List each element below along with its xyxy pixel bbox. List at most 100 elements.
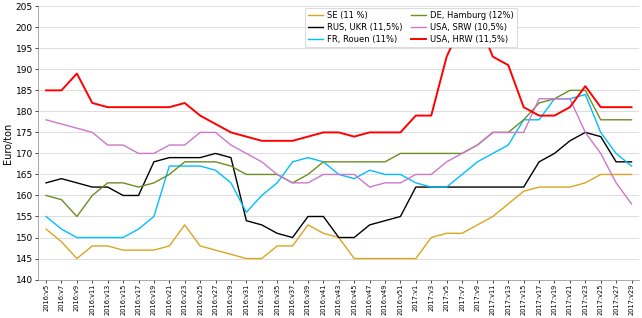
USA, HRW (11,5%) — [196, 114, 204, 117]
FR, Rouen (11%) — [520, 118, 528, 122]
USA, HRW (11,5%) — [458, 21, 466, 25]
USA, SRW (10,5%) — [351, 173, 358, 176]
Line: USA, SRW (10,5%): USA, SRW (10,5%) — [46, 99, 632, 204]
USA, HRW (11,5%) — [628, 105, 636, 109]
USA, SRW (10,5%) — [304, 181, 312, 185]
FR, Rouen (11%) — [196, 164, 204, 168]
DE, Hamburg (12%) — [89, 194, 96, 197]
SE (11 %) — [227, 252, 235, 256]
RUS, UKR (11,5%) — [412, 185, 420, 189]
DE, Hamburg (12%) — [520, 118, 528, 122]
RUS, UKR (11,5%) — [212, 151, 220, 155]
FR, Rouen (11%) — [428, 185, 435, 189]
DE, Hamburg (12%) — [505, 130, 512, 134]
SE (11 %) — [489, 215, 497, 218]
SE (11 %) — [289, 244, 297, 248]
RUS, UKR (11,5%) — [227, 156, 235, 160]
USA, HRW (11,5%) — [243, 135, 250, 139]
DE, Hamburg (12%) — [474, 143, 482, 147]
USA, HRW (11,5%) — [612, 105, 620, 109]
SE (11 %) — [304, 223, 312, 227]
RUS, UKR (11,5%) — [196, 156, 204, 160]
RUS, UKR (11,5%) — [243, 219, 250, 223]
Line: USA, HRW (11,5%): USA, HRW (11,5%) — [46, 19, 632, 141]
USA, SRW (10,5%) — [150, 151, 158, 155]
SE (11 %) — [119, 248, 127, 252]
FR, Rouen (11%) — [381, 173, 389, 176]
SE (11 %) — [366, 257, 374, 260]
USA, SRW (10,5%) — [520, 130, 528, 134]
USA, HRW (11,5%) — [397, 130, 404, 134]
USA, HRW (11,5%) — [443, 55, 451, 59]
USA, SRW (10,5%) — [320, 173, 327, 176]
USA, HRW (11,5%) — [73, 72, 81, 75]
USA, SRW (10,5%) — [582, 130, 589, 134]
DE, Hamburg (12%) — [150, 181, 158, 185]
SE (11 %) — [397, 257, 404, 260]
DE, Hamburg (12%) — [628, 118, 636, 122]
FR, Rouen (11%) — [397, 173, 404, 176]
DE, Hamburg (12%) — [366, 160, 374, 164]
RUS, UKR (11,5%) — [335, 236, 343, 239]
FR, Rouen (11%) — [443, 185, 451, 189]
Line: SE (11 %): SE (11 %) — [46, 175, 632, 259]
SE (11 %) — [150, 248, 158, 252]
FR, Rouen (11%) — [551, 97, 559, 101]
RUS, UKR (11,5%) — [351, 236, 358, 239]
Y-axis label: Euro/ton: Euro/ton — [3, 122, 13, 163]
USA, HRW (11,5%) — [335, 130, 343, 134]
USA, SRW (10,5%) — [58, 122, 65, 126]
DE, Hamburg (12%) — [535, 101, 543, 105]
USA, HRW (11,5%) — [597, 105, 605, 109]
SE (11 %) — [535, 185, 543, 189]
DE, Hamburg (12%) — [212, 160, 220, 164]
FR, Rouen (11%) — [505, 143, 512, 147]
FR, Rouen (11%) — [612, 151, 620, 155]
USA, SRW (10,5%) — [412, 173, 420, 176]
USA, SRW (10,5%) — [566, 97, 574, 101]
RUS, UKR (11,5%) — [628, 160, 636, 164]
USA, SRW (10,5%) — [428, 173, 435, 176]
USA, SRW (10,5%) — [551, 97, 559, 101]
USA, SRW (10,5%) — [73, 126, 81, 130]
USA, HRW (11,5%) — [135, 105, 143, 109]
Line: FR, Rouen (11%): FR, Rouen (11%) — [46, 94, 632, 238]
SE (11 %) — [443, 232, 451, 235]
USA, HRW (11,5%) — [489, 55, 497, 59]
USA, SRW (10,5%) — [273, 173, 281, 176]
Line: RUS, UKR (11,5%): RUS, UKR (11,5%) — [46, 132, 632, 238]
SE (11 %) — [474, 223, 482, 227]
FR, Rouen (11%) — [58, 227, 65, 231]
SE (11 %) — [104, 244, 112, 248]
FR, Rouen (11%) — [227, 181, 235, 185]
DE, Hamburg (12%) — [320, 160, 327, 164]
RUS, UKR (11,5%) — [320, 215, 327, 218]
SE (11 %) — [351, 257, 358, 260]
USA, SRW (10,5%) — [212, 130, 220, 134]
RUS, UKR (11,5%) — [89, 185, 96, 189]
USA, SRW (10,5%) — [89, 130, 96, 134]
RUS, UKR (11,5%) — [119, 194, 127, 197]
USA, HRW (11,5%) — [227, 130, 235, 134]
FR, Rouen (11%) — [489, 151, 497, 155]
USA, SRW (10,5%) — [119, 143, 127, 147]
Line: DE, Hamburg (12%): DE, Hamburg (12%) — [46, 90, 632, 217]
DE, Hamburg (12%) — [119, 181, 127, 185]
RUS, UKR (11,5%) — [181, 156, 189, 160]
FR, Rouen (11%) — [135, 227, 143, 231]
USA, HRW (11,5%) — [289, 139, 297, 143]
USA, SRW (10,5%) — [381, 181, 389, 185]
USA, HRW (11,5%) — [428, 114, 435, 117]
USA, HRW (11,5%) — [366, 130, 374, 134]
SE (11 %) — [566, 185, 574, 189]
SE (11 %) — [412, 257, 420, 260]
FR, Rouen (11%) — [366, 168, 374, 172]
USA, SRW (10,5%) — [196, 130, 204, 134]
Legend: SE (11 %), RUS, UKR (11,5%), FR, Rouen (11%), DE, Hamburg (12%), USA, SRW (10,5%: SE (11 %), RUS, UKR (11,5%), FR, Rouen (… — [304, 8, 517, 47]
USA, SRW (10,5%) — [535, 97, 543, 101]
DE, Hamburg (12%) — [443, 151, 451, 155]
FR, Rouen (11%) — [582, 93, 589, 96]
FR, Rouen (11%) — [335, 173, 343, 176]
SE (11 %) — [58, 240, 65, 244]
DE, Hamburg (12%) — [412, 151, 420, 155]
